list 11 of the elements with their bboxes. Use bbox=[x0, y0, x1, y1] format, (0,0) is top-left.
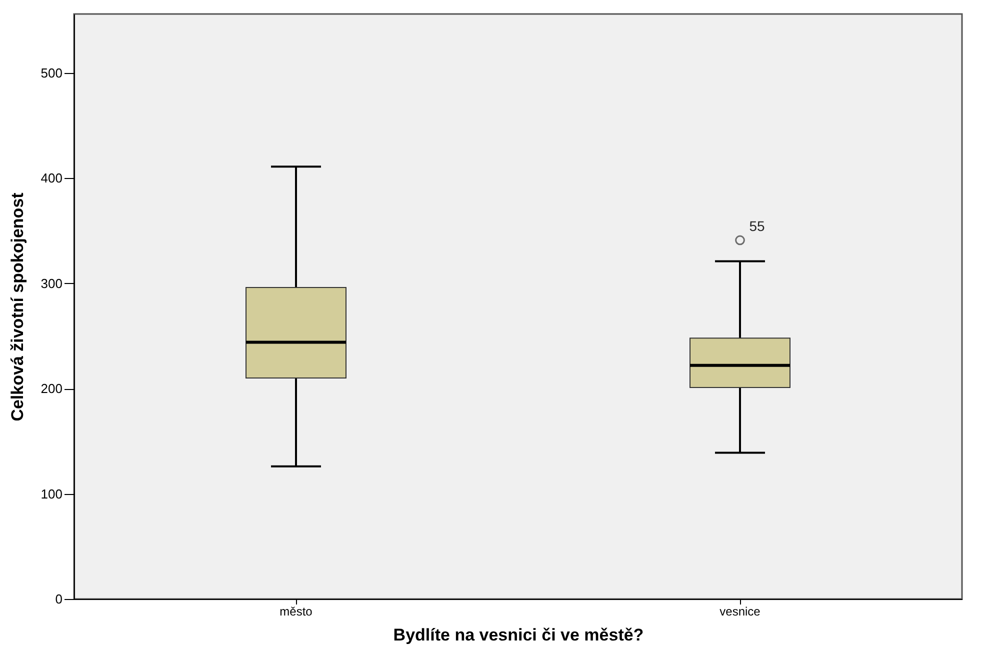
y-tick-label: 0 bbox=[55, 592, 62, 606]
x-axis-title: Bydlíte na vesnici či ve městě? bbox=[393, 626, 644, 644]
annotation: 55 bbox=[749, 218, 765, 234]
y-tick-label: 100 bbox=[40, 486, 62, 502]
y-tick-label: 300 bbox=[40, 276, 62, 291]
y-tick-label: 200 bbox=[40, 381, 62, 396]
x-tick-label: město bbox=[280, 604, 313, 618]
y-tick-label: 400 bbox=[40, 170, 62, 186]
y-axis-title: Celková životní spokojenost bbox=[8, 192, 27, 422]
x-tick-label: vesnice bbox=[720, 604, 761, 618]
y-tick-label: 500 bbox=[40, 65, 62, 80]
